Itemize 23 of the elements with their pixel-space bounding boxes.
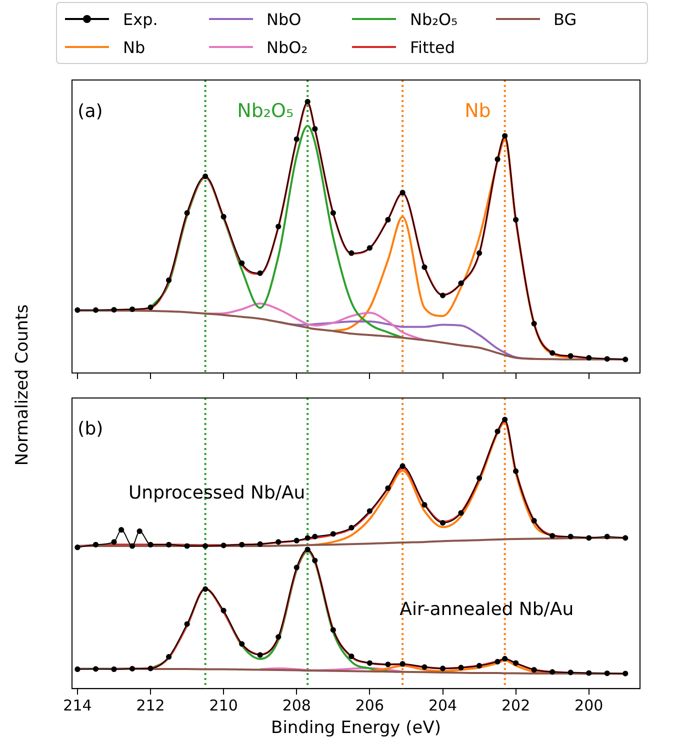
annotation: Air-annealed Nb/Au bbox=[400, 598, 574, 620]
legend-label: NbO bbox=[266, 10, 302, 28]
x-tick-label: 204 bbox=[428, 696, 458, 714]
x-tick-label: 210 bbox=[209, 696, 238, 714]
legend-label: BG bbox=[554, 10, 577, 28]
annotation: Unprocessed Nb/Au bbox=[128, 482, 306, 504]
legend-label: Nb₂O₅ bbox=[410, 10, 458, 28]
legend-label: NbO₂ bbox=[266, 38, 308, 56]
legend-label: Fitted bbox=[410, 38, 456, 56]
y-axis-title: Normalized Counts bbox=[12, 304, 32, 466]
x-tick-label: 206 bbox=[355, 696, 384, 714]
annotation: (a) bbox=[78, 100, 103, 122]
ref-line-label: Nb bbox=[464, 100, 491, 122]
legend-label: Nb bbox=[123, 38, 146, 56]
ref-line-label: Nb₂O₅ bbox=[237, 100, 294, 122]
legend-label: Exp. bbox=[123, 10, 158, 28]
x-tick-label: 202 bbox=[501, 696, 530, 714]
x-tick-label: 208 bbox=[282, 696, 311, 714]
x-tick-label: 200 bbox=[574, 696, 604, 714]
annotation: (b) bbox=[78, 418, 104, 440]
x-axis-title: Binding Energy (eV) bbox=[271, 718, 441, 738]
x-tick-label: 212 bbox=[136, 696, 165, 714]
x-tick-label: 214 bbox=[63, 696, 92, 714]
